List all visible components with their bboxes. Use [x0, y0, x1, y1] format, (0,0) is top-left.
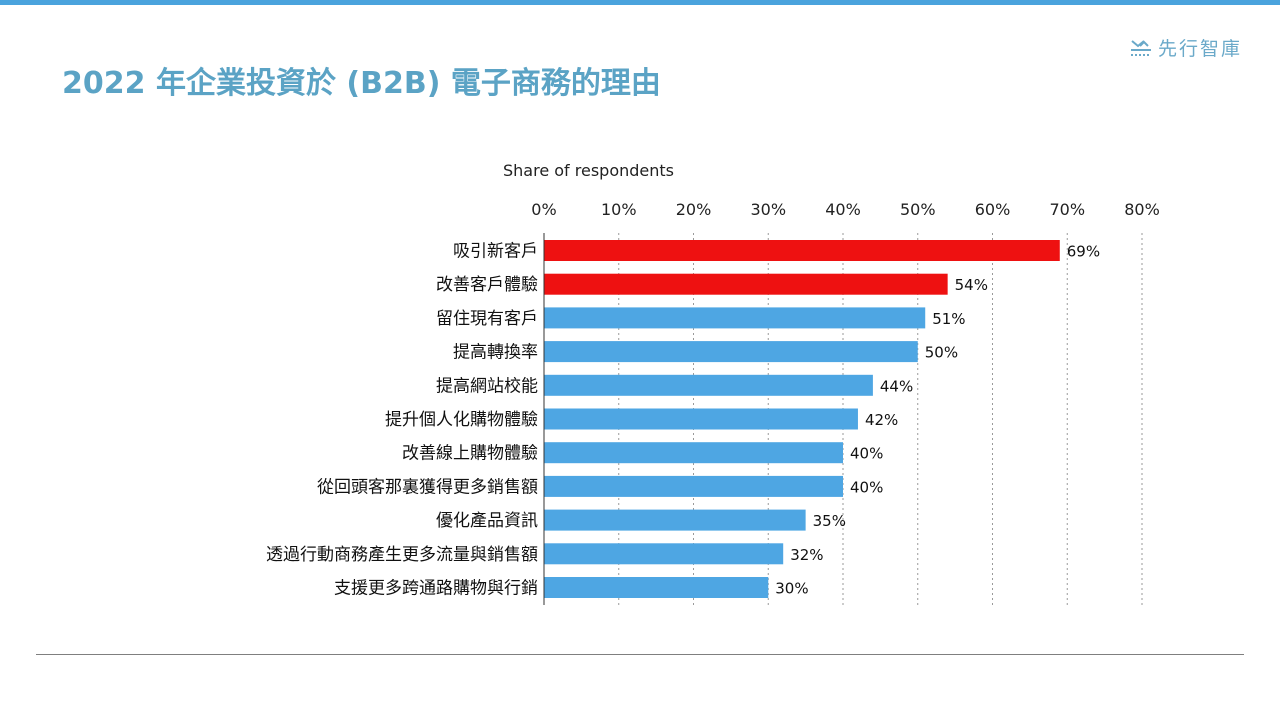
bar	[544, 240, 1060, 261]
bar	[544, 273, 948, 295]
category-label: 改善線上購物體驗	[402, 444, 538, 464]
x-tick-label: 60%	[975, 200, 1011, 219]
x-tick-label: 10%	[601, 200, 637, 219]
brand-logo-text: 先行智庫	[1157, 38, 1242, 60]
data-label: 32%	[790, 546, 823, 564]
brand-logo: 先行智庫	[1130, 34, 1242, 61]
data-label: 40%	[850, 478, 883, 496]
data-label: 69%	[1067, 243, 1100, 261]
footer-divider	[36, 654, 1244, 655]
category-label: 提升個人化購物體驗	[385, 410, 538, 430]
bar	[544, 475, 843, 497]
category-label: 從回頭客那裏獲得更多銷售額	[317, 476, 538, 497]
category-label: 提高網站校能	[436, 376, 538, 396]
brand-mark-icon	[1130, 39, 1151, 56]
bar	[544, 442, 843, 464]
page-title: 2022 年企業投資於 (B2B) 電子商務的理由	[62, 66, 661, 101]
bar	[544, 341, 918, 363]
x-tick-label: 70%	[1049, 200, 1085, 219]
x-tick-label: 20%	[676, 200, 712, 219]
category-label: 透過行動商務產生更多流量與銷售額	[266, 545, 538, 565]
x-axis-label: Share of respondents	[503, 161, 675, 180]
data-label: 40%	[850, 445, 883, 463]
bar	[544, 374, 873, 396]
category-label: 吸引新客戶	[453, 242, 538, 262]
category-label: 留住現有客戶	[436, 309, 538, 329]
x-tick-label: 80%	[1124, 200, 1160, 219]
category-label: 改善客戶體驗	[436, 275, 538, 295]
bar	[544, 509, 806, 531]
data-label: 51%	[932, 310, 965, 328]
x-tick-label: 40%	[825, 200, 861, 219]
x-tick-label: 30%	[750, 200, 786, 219]
category-label: 優化產品資訊	[436, 511, 538, 531]
data-label: 44%	[880, 377, 913, 395]
data-label: 30%	[775, 580, 808, 598]
data-label: 42%	[865, 411, 898, 429]
bar	[544, 307, 926, 329]
bar	[544, 577, 769, 598]
x-tick-label: 50%	[900, 200, 936, 219]
data-label: 50%	[925, 344, 958, 362]
category-label: 提高轉換率	[453, 343, 538, 363]
x-tick-label: 0%	[531, 200, 556, 219]
data-label: 35%	[813, 512, 846, 530]
bar	[544, 543, 784, 565]
data-label: 54%	[955, 276, 988, 294]
category-label: 支援更多跨通路購物與行銷	[334, 579, 538, 599]
bar	[544, 408, 858, 430]
top-accent-bar	[0, 0, 1280, 5]
